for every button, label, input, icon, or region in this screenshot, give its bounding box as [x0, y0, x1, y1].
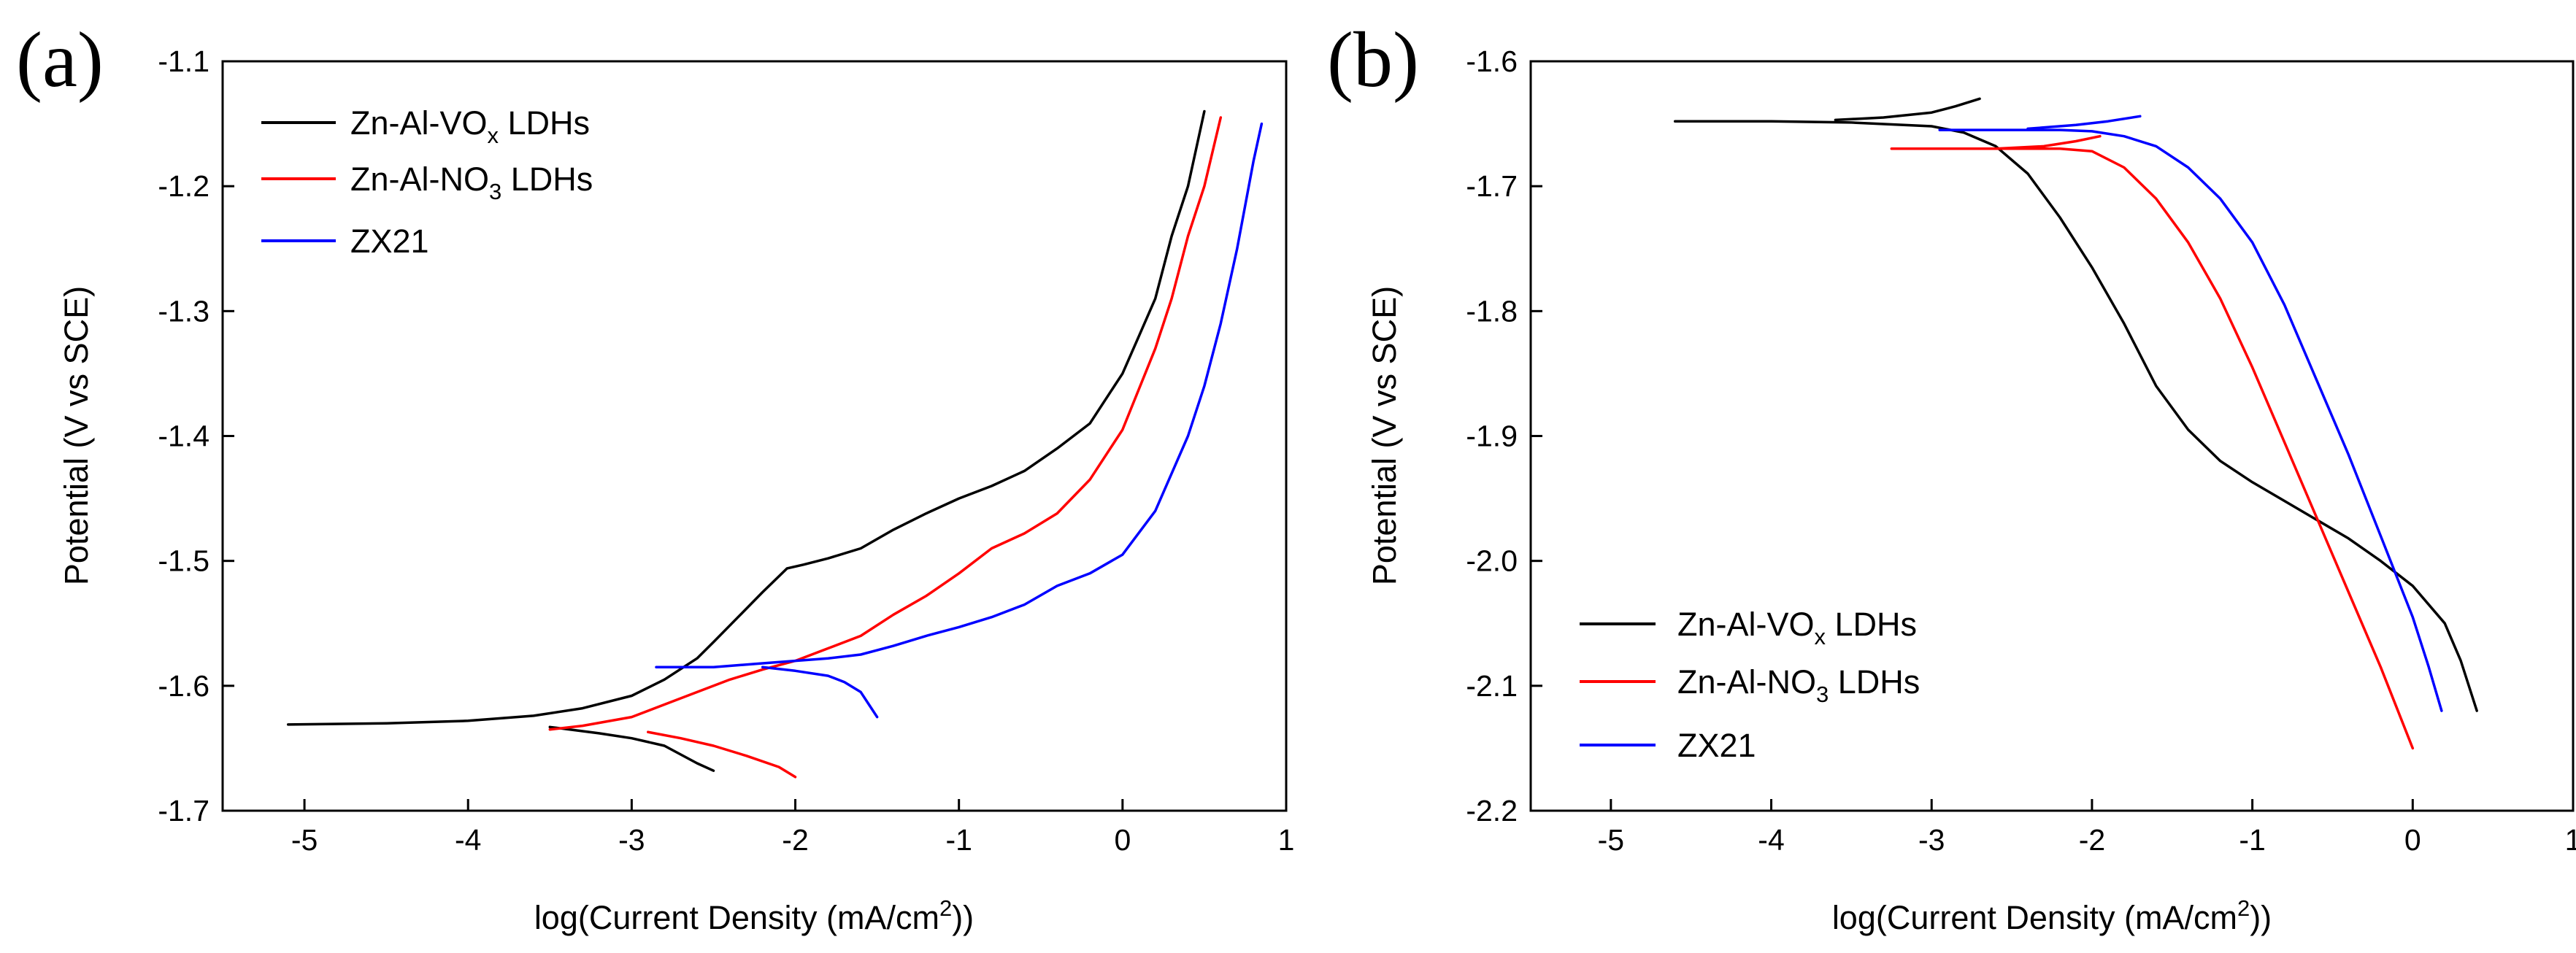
series-line-zn-al-no3-ldhs: [1890, 147, 2415, 750]
panel-b-x-axis-title: log(Current Density (mA/cm2)): [1832, 895, 2272, 936]
series-line-zx21: [1938, 128, 2443, 712]
x-tick-label: 0: [1114, 823, 1131, 857]
x-tick-label: -1: [2239, 823, 2265, 857]
series-line-zx21-cathodic: [761, 665, 879, 719]
x-tick-label: -4: [1758, 823, 1784, 857]
panel-a-y-axis-title: Potential (V vs SCE): [58, 286, 95, 585]
panel-a-label: (a): [16, 17, 104, 104]
series-line-zx21: [655, 122, 1264, 668]
x-tick-label: 1: [1278, 823, 1295, 857]
legend-label-zn-al-vox: Zn-Al-VOx LDHs: [350, 104, 590, 148]
legend-label-zx21: ZX21: [1677, 727, 1756, 764]
x-tick-label: -3: [618, 823, 645, 857]
panel-b-legend: Zn-Al-VOx LDHs Zn-Al-NO3 LDHs ZX21: [1580, 606, 1920, 764]
x-tick-label: 1: [2565, 823, 2576, 857]
y-tick-label: -1.9: [1466, 420, 1518, 453]
series-line-zn-al-vox-ldhs-cathodic: [548, 725, 715, 772]
panel-a-y-ticks: -1.1 -1.2 -1.3 -1.4 -1.5 -1.6 -1.7: [158, 45, 234, 827]
y-tick-label: -1.2: [158, 169, 209, 203]
y-tick-label: -1.7: [1466, 169, 1518, 203]
legend-label-zn-al-no3: Zn-Al-NO3 LDHs: [1677, 663, 1920, 707]
series-line-zn-al-vox-ldhs: [286, 109, 1206, 726]
legend-label-zx21: ZX21: [350, 223, 429, 260]
y-tick-label: -1.5: [158, 544, 209, 578]
legend-label-zn-al-no3: Zn-Al-NO3 LDHs: [350, 161, 593, 204]
series-line-zn-al-vox-ldhs-anodic: [1834, 97, 1981, 122]
legend-label-zn-al-vox: Zn-Al-VOx LDHs: [1677, 606, 1917, 649]
series-line-zn-al-no3-ldhs: [548, 116, 1223, 731]
panel-a: (a) -5 -4 -3 -2 -1 0 1 -1.1-1.2-1.3-1.4-1.5-1.…: [16, 17, 1294, 936]
y-tick-label: -1.4: [158, 420, 209, 453]
x-tick-label: -2: [782, 823, 808, 857]
panel-a-x-ticks: -5 -4 -3 -2 -1 0 1: [291, 799, 1295, 857]
x-tick-label: -2: [2079, 823, 2105, 857]
y-tick-label: -1.1: [158, 45, 209, 78]
panel-b-y-ticks: -1.6 -1.7 -1.8 -1.9 -2.0 -2.1 -2.2: [1466, 45, 1542, 827]
series-line-zn-al-no3-ldhs-cathodic: [647, 730, 797, 779]
panel-b-plot-frame: [1529, 60, 2575, 812]
panel-b-y-axis-title: Potential (V vs SCE): [1366, 286, 1403, 585]
x-tick-label: -3: [1918, 823, 1945, 857]
x-tick-label: -1: [945, 823, 972, 857]
y-tick-label: -1.6: [1466, 45, 1518, 78]
y-tick-label: -1.8: [1466, 294, 1518, 328]
x-tick-label: -5: [1598, 823, 1624, 857]
y-tick-label: -2.1: [1466, 669, 1518, 703]
series-line-zn-al-no3-ldhs-anodic: [1994, 134, 2102, 150]
y-tick-label: -2.0: [1466, 544, 1518, 578]
panel-b-label: (b): [1327, 17, 1419, 104]
x-tick-label: -5: [291, 823, 318, 857]
panel-a-x-axis-title: log(Current Density (mA/cm2)): [534, 895, 974, 936]
x-tick-label: -4: [455, 823, 481, 857]
panel-a-plot-frame: [221, 60, 1288, 812]
panel-a-legend: Zn-Al-VOx LDHs Zn-Al-NO3 LDHs ZX21: [261, 104, 593, 260]
x-tick-label: 0: [2404, 823, 2421, 857]
panel-a-curves: [286, 109, 1264, 779]
panel-b-x-ticks: -5 -4 -3 -2 -1 0 1: [1598, 799, 2576, 857]
y-tick-label: -2.2: [1466, 794, 1518, 827]
panel-b: (b) -5 -4 -3 -2 -1 0 1 -1.6 -1.7 -1.8 -1.9 -2.0 -2.…: [1327, 17, 2576, 936]
series-line-zx21-anodic: [2026, 115, 2142, 131]
y-tick-label: -1.3: [158, 294, 209, 328]
y-tick-label: -1.7: [158, 794, 209, 827]
y-tick-label: -1.6: [158, 669, 209, 703]
panel-b-curves: [1673, 97, 2478, 750]
